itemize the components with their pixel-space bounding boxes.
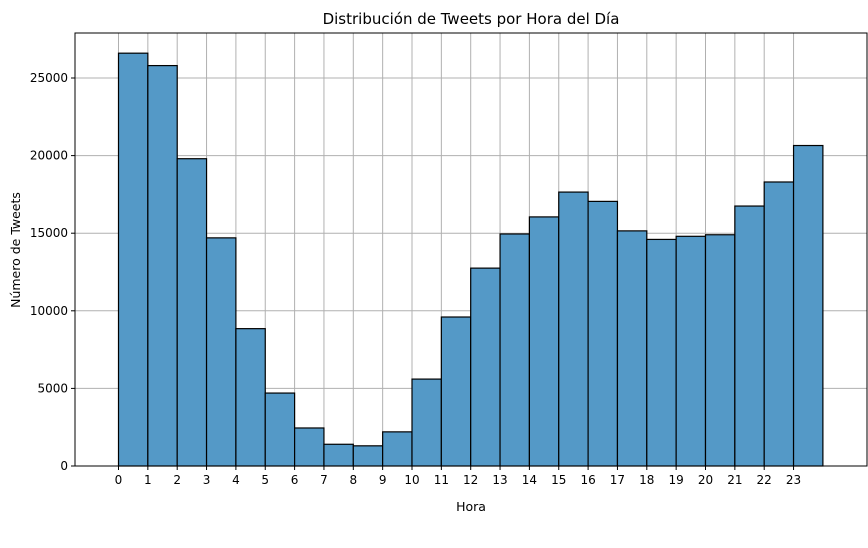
x-tick-label: 14 (522, 473, 537, 487)
bar-hour-19 (675, 235, 707, 467)
bar-hour-5 (264, 392, 296, 467)
bar-hour-2 (176, 158, 208, 467)
bar-hour-13 (499, 233, 530, 467)
y-axis-ticks: 0 5000 10000 15000 20000 25000 (30, 71, 75, 473)
bars (117, 52, 824, 467)
chart-title: Distribución de Tweets por Hora del Día (323, 10, 620, 28)
bar-hour-7 (323, 443, 354, 467)
x-tick-label: 8 (349, 473, 357, 487)
x-tick-label: 12 (463, 473, 478, 487)
bar-hour-6 (294, 427, 325, 467)
x-tick-label: 20 (698, 473, 713, 487)
bar-hour-18 (646, 238, 677, 467)
x-axis-label: Hora (456, 499, 486, 514)
bar-hour-14 (528, 216, 560, 467)
y-tick-label: 5000 (37, 381, 68, 395)
x-tick-label: 22 (757, 473, 772, 487)
x-tick-label: 9 (379, 473, 387, 487)
y-axis-label: Número de Tweets (8, 192, 23, 308)
bar-hour-4 (235, 328, 266, 467)
x-tick-label: 3 (203, 473, 211, 487)
x-tick-label: 6 (291, 473, 299, 487)
bar-hour-3 (205, 237, 237, 467)
x-tick-label: 5 (261, 473, 269, 487)
bar-hour-21 (734, 205, 765, 467)
x-tick-label: 19 (669, 473, 684, 487)
bar-hour-12 (470, 267, 501, 467)
x-tick-label: 17 (610, 473, 625, 487)
x-tick-label: 13 (492, 473, 507, 487)
bar-hour-10 (411, 378, 442, 467)
x-tick-label: 21 (727, 473, 742, 487)
y-tick-label: 25000 (30, 71, 68, 85)
x-tick-label: 23 (786, 473, 801, 487)
bar-hour-20 (704, 234, 736, 467)
bar-hour-0 (117, 52, 149, 467)
bar-hour-11 (440, 316, 472, 467)
y-tick-label: 0 (60, 459, 68, 473)
x-tick-label: 0 (115, 473, 123, 487)
bar-hour-8 (352, 445, 384, 467)
bar-hour-16 (587, 200, 619, 467)
y-tick-label: 20000 (30, 149, 68, 163)
x-tick-label: 1 (144, 473, 152, 487)
x-tick-label: 18 (639, 473, 654, 487)
x-tick-label: 7 (320, 473, 328, 487)
x-tick-label: 4 (232, 473, 240, 487)
bar-hour-17 (616, 230, 648, 467)
y-tick-label: 10000 (30, 304, 68, 318)
x-tick-label: 16 (580, 473, 595, 487)
x-tick-label: 2 (173, 473, 181, 487)
y-tick-label: 15000 (30, 226, 68, 240)
x-tick-label: 10 (404, 473, 419, 487)
bar-hour-15 (558, 191, 589, 467)
x-axis-ticks: 0 1 2 3 4 5 6 7 8 9 10 11 12 13 14 15 16 17 18 19 20 21 22 23 (115, 466, 801, 487)
x-tick-label: 11 (434, 473, 449, 487)
x-tick-label: 15 (551, 473, 566, 487)
bar-hour-23 (792, 144, 824, 467)
bar-hour-9 (382, 431, 413, 467)
bar-hour-22 (763, 181, 795, 467)
bar-hour-1 (147, 64, 178, 467)
